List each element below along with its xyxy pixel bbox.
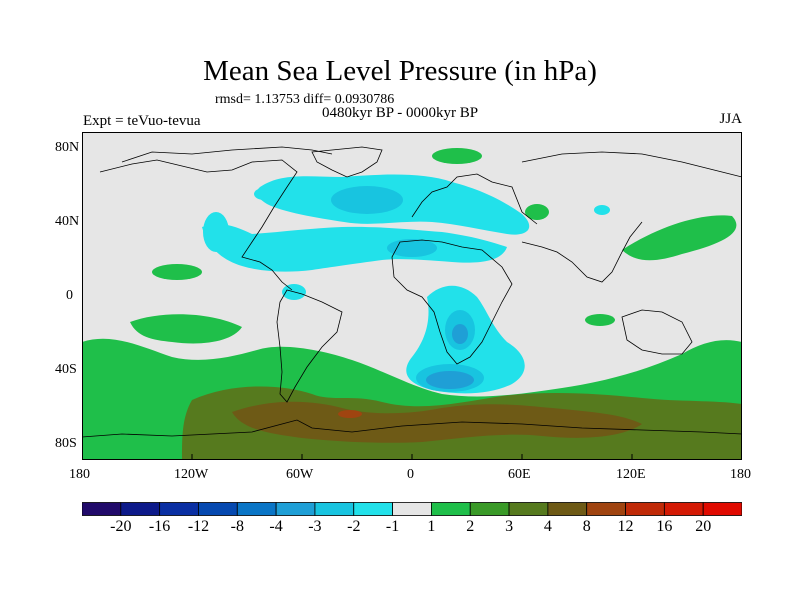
- colorbar-box: [702, 502, 742, 516]
- subtropical-cyan-band: [202, 224, 507, 272]
- north-atlantic-low-core: [331, 186, 403, 214]
- cyan-spot-3: [594, 205, 610, 215]
- x-tick-marks: [191, 454, 633, 460]
- colorbar-box: [159, 502, 199, 516]
- colorbar-box: [353, 502, 393, 516]
- colorbar-label: -16: [148, 518, 171, 535]
- arctic-green-region: [432, 148, 482, 164]
- antarctic-brown-region: [232, 401, 642, 443]
- colorbar-label: 16: [656, 518, 673, 535]
- colorbar-box: [82, 502, 122, 516]
- africa-low-inner: [452, 324, 468, 344]
- x-tick-180w: 180: [69, 467, 90, 482]
- period-label: 0480kyr BP - 0000kyr BP: [322, 105, 479, 121]
- colorbar-label: -3: [308, 518, 322, 535]
- colorbar-box: [120, 502, 161, 516]
- colorbar-label: 20: [695, 518, 712, 535]
- cyan-spot-2: [254, 188, 274, 200]
- x-tick-120e: 120E: [616, 467, 646, 482]
- colorbar-label: 4: [543, 518, 552, 535]
- colorbar-box: [314, 502, 355, 516]
- x-tick-120w: 120W: [174, 467, 209, 482]
- australia-coast: [621, 309, 693, 355]
- cyan-spot-1: [203, 212, 229, 252]
- colorbar-box: [236, 502, 277, 516]
- north-america-coast: [99, 159, 298, 291]
- colorbar-box: [469, 502, 510, 516]
- y-tick-0: 0: [66, 288, 73, 303]
- colorbar-label: 8: [582, 518, 591, 535]
- subtropical-low-core: [387, 239, 437, 257]
- africa-coast: [391, 239, 513, 365]
- pressure-map: [82, 132, 742, 460]
- map-title: Mean Sea Level Pressure (in hPa): [203, 55, 597, 87]
- greenland-coast: [311, 146, 383, 178]
- south-america-coast: [276, 289, 343, 403]
- colorbar-box: [508, 502, 549, 516]
- asia-coast: [521, 151, 742, 178]
- y-tick-40s: 40S: [55, 362, 77, 377]
- stats-text: rmsd= 1.13753 diff= 0.0930786: [215, 92, 395, 107]
- colorbar-label: -20: [110, 518, 132, 535]
- colorbar-box: [392, 502, 432, 516]
- arctic-coast: [121, 146, 333, 163]
- antarctica-coast: [82, 419, 742, 438]
- south-pacific-green-region: [130, 314, 242, 344]
- south-atlantic-low-core: [426, 371, 474, 389]
- colorbar-label: 12: [617, 518, 634, 535]
- y-tick-80s: 80S: [55, 436, 77, 451]
- x-tick-180e: 180: [730, 467, 751, 482]
- colorbar-box: [586, 502, 626, 516]
- west-pacific-green-region: [622, 215, 737, 261]
- x-tick-60w: 60W: [286, 467, 314, 482]
- colorbar-label: -2: [347, 518, 361, 535]
- south-atlantic-green-region: [585, 314, 615, 326]
- colorbar-label: -4: [269, 518, 283, 535]
- colorbar: [82, 502, 742, 516]
- europe-coast: [411, 173, 538, 225]
- colorbar-label: -8: [230, 518, 244, 535]
- colorbar-box: [275, 502, 316, 516]
- x-tick-0: 0: [407, 467, 414, 482]
- colorbar-box: [198, 502, 238, 516]
- colorbar-label: -1: [385, 518, 400, 535]
- y-tick-80n: 80N: [55, 140, 80, 155]
- colorbar-box: [663, 502, 704, 516]
- pressure-max-spot: [338, 410, 362, 418]
- colorbar-label: 2: [466, 518, 475, 535]
- mid-atlantic-green-region: [525, 204, 549, 220]
- season-label: JJA: [719, 111, 742, 127]
- experiment-label: Expt = teVuo-tevua: [83, 113, 201, 129]
- north-pacific-green-region: [152, 264, 202, 280]
- colorbar-label: 1: [427, 518, 436, 535]
- colorbar-label: -12: [187, 518, 210, 535]
- colorbar-box: [547, 502, 588, 516]
- colorbar-box: [625, 502, 665, 516]
- colorbar-box: [431, 502, 471, 516]
- east-asia-coast: [521, 221, 643, 283]
- x-tick-60e: 60E: [508, 467, 531, 482]
- coastlines: [82, 146, 742, 438]
- y-tick-40n: 40N: [55, 214, 80, 229]
- colorbar-label: 3: [505, 518, 514, 535]
